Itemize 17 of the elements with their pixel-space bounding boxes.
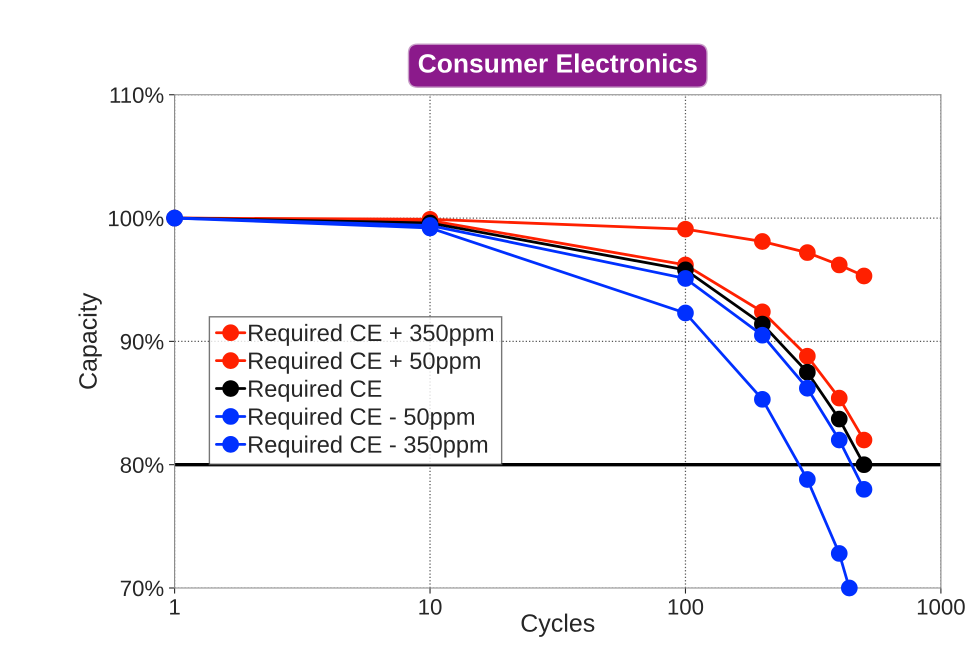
y-tick-label: 100% <box>109 210 164 226</box>
legend-label: Required CE - 350ppm <box>249 436 488 458</box>
chart-title: Consumer Electronics <box>418 53 697 73</box>
legend-label: Required CE + 350ppm <box>249 324 494 346</box>
x-tick-label: 10 <box>419 598 442 615</box>
x-tick-label: 100 <box>668 598 704 615</box>
x-tick-label: 1000 <box>918 598 965 615</box>
y-tick-label: 90% <box>120 334 164 350</box>
x-axis-title: Cycles <box>522 614 594 637</box>
legend-label: Required CE + 50ppm <box>249 352 480 374</box>
y-tick-label: 110% <box>110 87 164 104</box>
legend-label: Required CE - 50ppm <box>249 408 474 430</box>
y-tick-label: 80% <box>120 457 164 473</box>
y-axis-title: Capacity <box>78 292 102 389</box>
y-tick-label: 70% <box>120 580 164 596</box>
x-tick-label: 1 <box>170 599 180 615</box>
legend-label: Required CE <box>249 380 382 402</box>
